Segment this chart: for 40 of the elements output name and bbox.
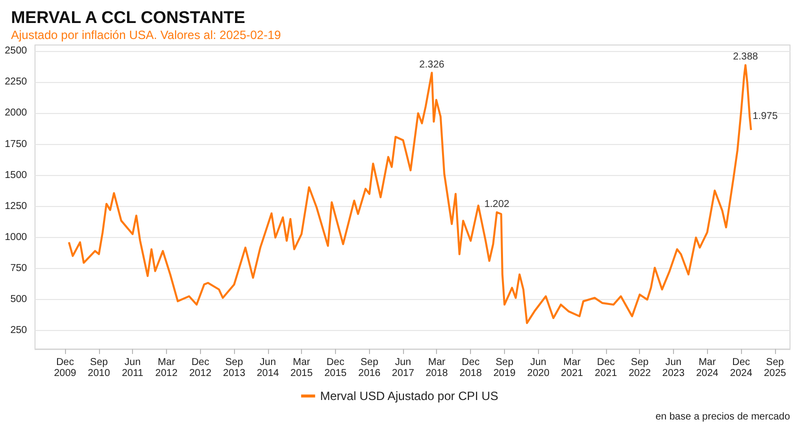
x-tick-label: Jun 2011 — [122, 357, 144, 379]
x-tick-label: Dec 2009 — [54, 357, 77, 379]
x-tick-label: Sep 2010 — [88, 357, 110, 379]
y-tick-label: 1750 — [4, 138, 28, 150]
y-tick-label: 500 — [10, 294, 28, 305]
x-tick-label: Jun 2023 — [662, 357, 685, 379]
x-tick-label: Mar 2024 — [696, 357, 719, 379]
x-tick-label: Mar 2021 — [560, 357, 584, 379]
x-tick-label: Mar 2012 — [155, 357, 178, 379]
x-tick-label: Sep 2022 — [628, 357, 652, 379]
y-tick-label: 250 — [10, 324, 28, 336]
y-tick-label: 1250 — [4, 200, 28, 212]
data-label: 2.388 — [732, 52, 758, 63]
x-tick-label: Jun 2020 — [527, 357, 550, 379]
data-label: 1.975 — [752, 110, 778, 122]
y-tick-label: 1000 — [4, 232, 28, 243]
data-label: 1.202 — [484, 198, 510, 210]
x-tick-label: Jun 2017 — [392, 357, 415, 379]
x-tick-label: Sep 2019 — [493, 357, 516, 379]
x-tick-label: Dec 2015 — [324, 357, 348, 379]
x-tick-label: Mar 2018 — [426, 357, 448, 379]
text: en base a precios de mercado — [655, 412, 790, 422]
data-label: 2.326 — [419, 59, 445, 70]
chart-subtitle: Ajustado por inflación USA. Valores al: 2025-02-19 — [11, 28, 282, 42]
x-tick-label: Jun 2014 — [256, 357, 280, 379]
x-tick-label: Sep 2016 — [358, 357, 381, 379]
x-tick-label: Dec 2021 — [594, 357, 618, 379]
legend-label: Merval USD Ajustado por CPI US — [320, 389, 498, 403]
y-tick-label: 2250 — [4, 76, 28, 88]
x-tick-label: Sep 2013 — [223, 357, 246, 379]
chart-title: MERVAL A CCL CONSTANTE — [11, 8, 246, 27]
x-tick-label: Dec 2024 — [730, 357, 753, 379]
y-tick-label: 2000 — [4, 108, 28, 119]
x-tick-label: Sep 2025 — [764, 357, 787, 379]
x-tick-label: Mar 2015 — [290, 357, 314, 379]
y-tick-label: 750 — [10, 262, 28, 274]
y-tick-label: 1500 — [4, 170, 28, 181]
y-tick-label: 2500 — [4, 46, 28, 57]
x-tick-label: Dec 2012 — [189, 357, 212, 379]
x-tick-label: Dec 2018 — [460, 357, 482, 379]
